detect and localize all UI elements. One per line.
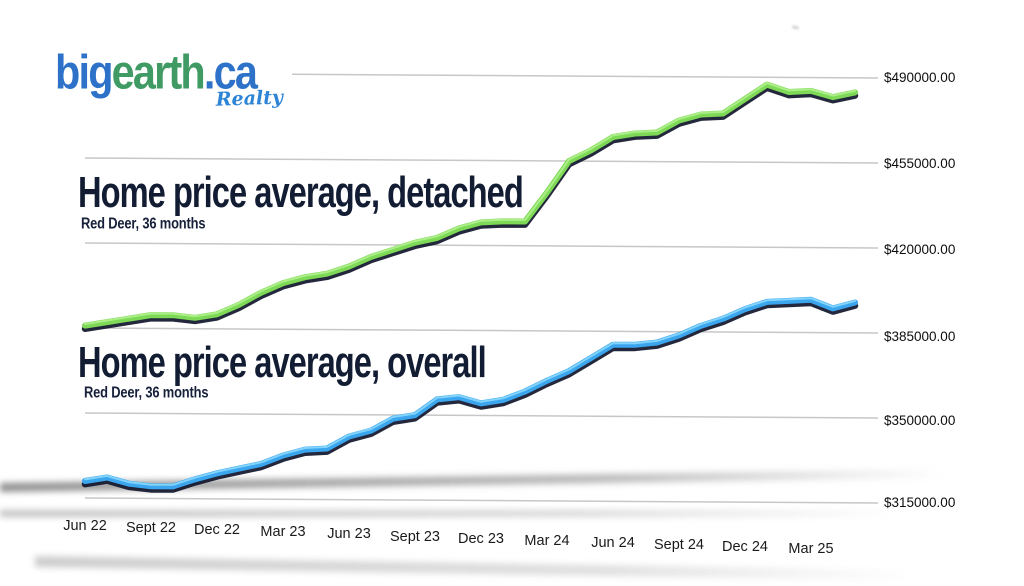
x-axis-label: Jun 22 (63, 518, 107, 534)
shadow-band (0, 468, 945, 492)
detached-series-line (84, 82, 856, 325)
chart-title-overall: Home price average, overall (78, 338, 487, 388)
shadow-band (0, 510, 900, 517)
chart-subtitle-overall: Red Deer, 36 months (84, 383, 209, 402)
x-axis-label: Jun 23 (327, 526, 371, 543)
x-axis-label: Sept 23 (390, 528, 440, 545)
gridline (84, 157, 879, 164)
gridline (84, 327, 879, 334)
gridline (84, 412, 879, 419)
gridlines (84, 73, 879, 504)
x-axis-label: Jun 24 (591, 534, 635, 551)
brand-wordmark: bigearth.ca (55, 48, 280, 96)
brand-part-big: big (55, 44, 113, 99)
y-axis-label: $385000.00 (884, 329, 956, 344)
overall-series-line (82, 296, 858, 490)
shadow-band (34, 556, 915, 581)
y-axis-label: $420000.00 (884, 242, 956, 257)
x-axis-label: Dec 22 (194, 522, 240, 539)
gridline (84, 242, 879, 249)
x-axis-label: Sept 24 (654, 536, 704, 553)
x-axis-label: Dec 23 (458, 530, 504, 547)
y-axis-label: $315000.00 (884, 495, 956, 510)
x-axis-label: Mar 24 (524, 532, 570, 549)
brand-logo: bigearth.ca Realty (55, 48, 305, 112)
x-axis-label: Mar 25 (788, 541, 834, 558)
chart-title-detached: Home price average, detached (78, 168, 524, 218)
y-axis-label: $350000.00 (884, 413, 956, 428)
series-lines (81, 81, 859, 493)
overall-series-line (84, 297, 856, 486)
x-axis-label: Mar 23 (260, 524, 306, 541)
x-axis-label: Dec 24 (722, 539, 768, 555)
brand-part-ca: .ca (203, 44, 258, 99)
page-shadow-bands (0, 468, 945, 581)
detached-series-line (82, 81, 858, 329)
gridline (84, 497, 879, 504)
brand-part-earth: earth (111, 44, 206, 99)
y-axis-label: $490000.00 (884, 70, 956, 85)
chart-subtitle-detached: Red Deer, 36 months (81, 214, 206, 233)
gridline (291, 73, 879, 79)
y-axis-label: $455000.00 (884, 156, 956, 171)
x-axis-label: Sept 22 (126, 520, 176, 537)
